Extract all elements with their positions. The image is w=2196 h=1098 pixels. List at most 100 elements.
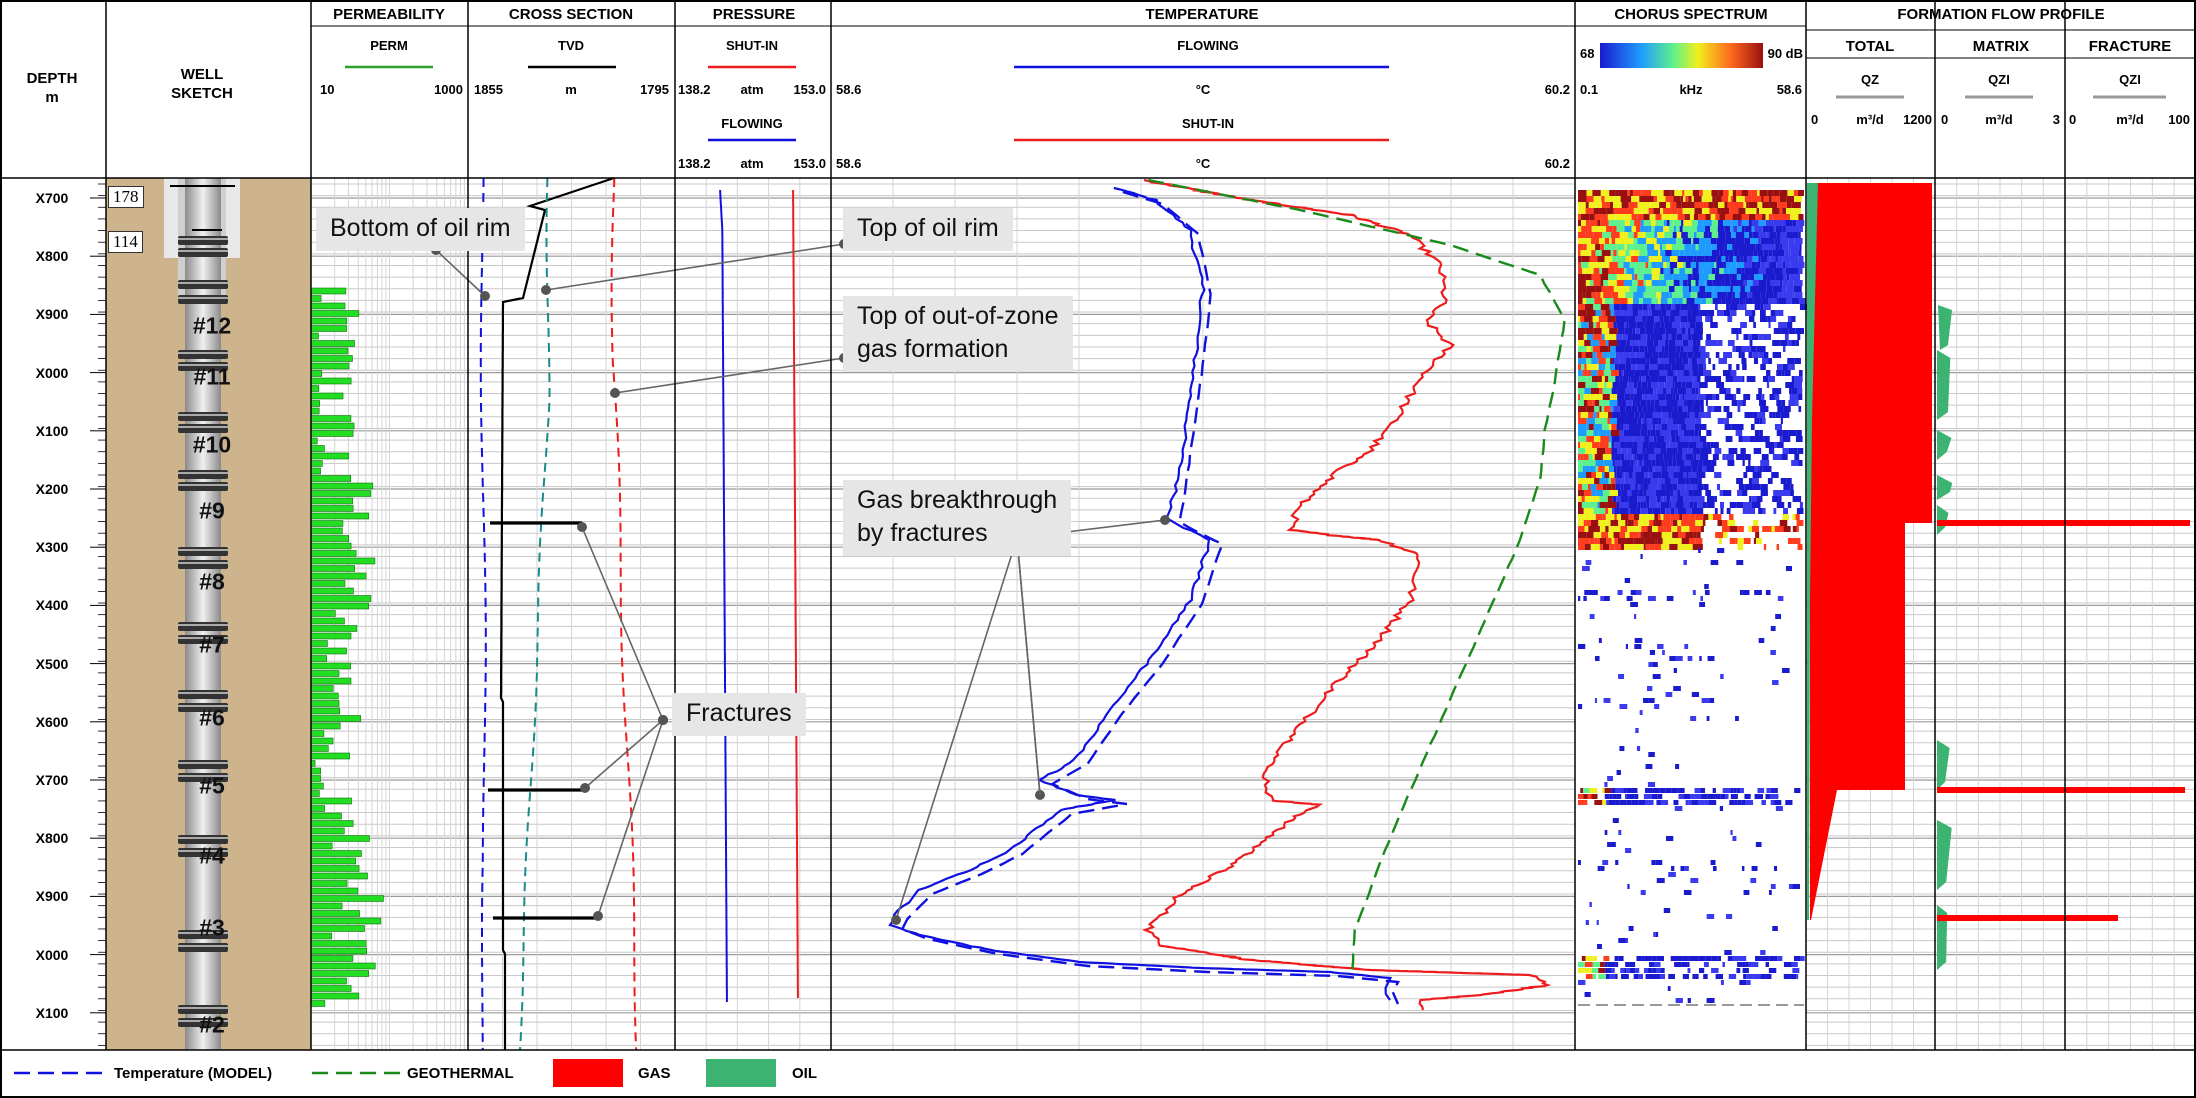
chorus-cell [1725,232,1732,238]
chorus-cell [1793,208,1801,214]
chorus-cell [1627,412,1635,418]
chorus-cell [1755,244,1762,250]
chorus-cell [1617,328,1625,334]
flow-matrix-max: 3 [2052,112,2060,127]
chorus-cell [1796,430,1802,436]
chorus-cell [1774,424,1782,430]
chorus-cell [1696,442,1703,448]
chorus-cell [1642,316,1647,322]
packer-ring [178,414,228,416]
chorus-cell [1626,424,1629,430]
chorus-cell [1737,304,1747,310]
chorus-cell [1683,280,1688,286]
chorus-cell [1784,250,1789,256]
chorus-cell [1689,956,1695,961]
chorus-cell [1643,268,1652,274]
chorus-cell [1609,472,1615,478]
chorus-cell [1584,800,1588,805]
chorus-cell [1594,454,1603,460]
chorus-cell [1637,280,1644,286]
chorus-cell [1583,508,1592,514]
chorus-cell [1604,382,1607,388]
chorus-cell [1760,484,1768,490]
chorus-cell [1789,394,1799,400]
chorus-cell [1686,376,1694,382]
chorus-cell [1661,310,1667,316]
chorus-cell [1687,352,1694,358]
chorus-cell [1616,244,1625,250]
chorus-cell [1608,412,1613,418]
chorus-cell [1597,382,1605,388]
chorus-cell [1661,466,1666,472]
chorus-cell [1681,538,1689,544]
chorus-cell [1694,430,1699,436]
chorus-cell [1731,424,1737,430]
chorus-cell [1659,974,1666,979]
chorus-cell [1684,418,1692,424]
chorus-cell [1636,956,1642,961]
chorus-cell [1745,250,1754,256]
chorus-cell [1702,520,1706,526]
chorus-cell [1772,680,1779,685]
chorus-cell [1661,292,1670,298]
chorus-cell [1609,190,1616,196]
chorus-cell [1650,202,1660,208]
chorus-cell [1615,190,1619,196]
chorus-cell [1623,484,1631,490]
chorus-cell [1593,590,1598,595]
chorus-cell [1713,202,1719,208]
chorus-title: CHORUS SPECTRUM [1614,6,1768,23]
chorus-cell [1729,502,1737,508]
chorus-cell [1757,190,1760,196]
chorus-cell [1688,334,1692,340]
chorus-cell [1673,406,1678,412]
chorus-cell [1693,238,1700,244]
chorus-cell [1708,358,1711,364]
chorus-cell [1623,788,1627,793]
chorus-cell [1619,800,1627,805]
chorus-cell [1721,196,1729,202]
chorus-cell [1682,454,1686,460]
chorus-cell [1692,460,1699,466]
chorus-cell [1671,788,1677,793]
chorus-cell [1615,484,1621,490]
chorus-cell [1612,382,1620,388]
perm-bar [310,287,347,295]
chorus-cell [1688,472,1697,478]
chorus-cell [1658,418,1662,424]
chorus-cell [1665,692,1673,697]
chorus-cell [1601,250,1611,256]
chorus-cell [1624,496,1629,502]
chorus-cell [1798,460,1803,466]
chorus-cell [1790,244,1800,250]
chorus-cell [1604,788,1612,793]
chorus-cell [1610,358,1613,364]
chorus-cell [1682,298,1687,304]
chorus-cell [1775,226,1779,232]
chorus-cell [1605,514,1615,520]
chorus-cell [1765,590,1771,595]
chorus-cell [1616,424,1621,430]
chorus-cell [1759,190,1768,196]
chorus-cell [1679,340,1683,346]
chorus-cell [1766,788,1771,793]
chorus-cell [1637,220,1641,226]
chorus-cell [1620,968,1625,973]
chorus-cell [1632,304,1639,310]
chorus-cell [1705,956,1712,961]
chorus-cell [1794,382,1803,388]
chorus-cell [1631,196,1640,202]
chorus-cell [1589,466,1596,472]
chorus-cell [1587,370,1591,376]
chorus-cell [1684,250,1691,256]
chorus-cell [1767,274,1776,280]
perm-bar [310,467,321,475]
chorus-cell [1610,286,1614,292]
chorus-cell [1723,262,1726,268]
chorus-cell [1721,280,1725,286]
chorus-cell [1686,298,1695,304]
chorus-cell [1671,436,1676,442]
chorus-cell [1718,220,1724,226]
chorus-cell [1646,686,1653,691]
chorus-cell [1760,490,1768,496]
